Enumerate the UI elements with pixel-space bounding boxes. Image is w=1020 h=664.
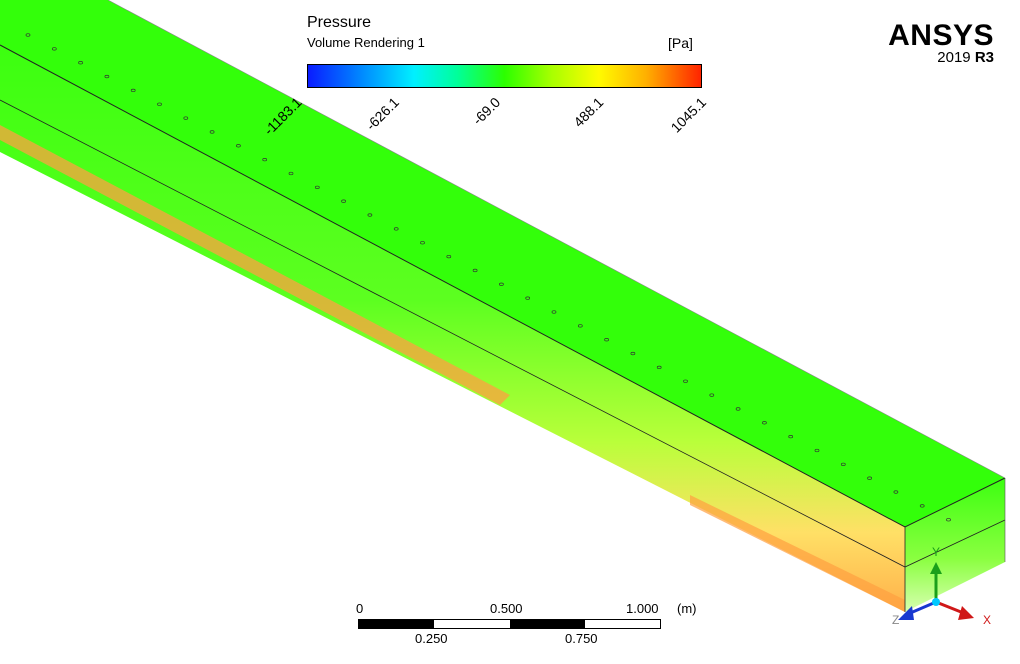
legend-colorbar[interactable] [307, 64, 702, 88]
sample-point [762, 421, 767, 425]
scale-label-bottom: 0.750 [565, 631, 598, 646]
sample-point [130, 88, 136, 93]
scale-unit: (m) [677, 601, 697, 616]
sample-point [288, 171, 294, 176]
sample-point [420, 241, 425, 245]
legend-subtitle: Volume Rendering 1 [307, 35, 425, 50]
sample-point [78, 61, 83, 65]
sample-point [209, 130, 215, 134]
z-axis-arrow-icon [898, 606, 914, 620]
sample-point [262, 157, 268, 162]
duct-edge [107, 0, 1006, 479]
sample-point [341, 199, 346, 203]
triad-origin [932, 598, 940, 606]
sample-point [840, 462, 846, 467]
sample-point [525, 296, 531, 300]
sample-point [946, 518, 951, 522]
sample-point [157, 102, 162, 106]
sample-point [735, 407, 741, 411]
sample-point [314, 185, 320, 190]
scale-segment [584, 620, 660, 628]
x-axis-label: X [983, 613, 991, 627]
sample-point [709, 393, 715, 397]
sample-point [551, 310, 557, 314]
sample-point [814, 448, 820, 453]
sample-point [183, 116, 189, 120]
scale-segment [509, 620, 585, 628]
ansys-logo: ANSYS 2019 R3 [888, 19, 994, 66]
duct-top-face [0, 0, 1005, 527]
sample-point [919, 504, 925, 508]
sample-point [104, 74, 110, 79]
legend-title: Pressure [307, 14, 372, 31]
z-axis-label: Z [892, 613, 899, 627]
scale-segment [434, 620, 510, 628]
sample-point [683, 379, 688, 383]
sample-point [393, 227, 399, 231]
scale-label-top: 1.000 [626, 601, 659, 616]
duct-side-face [0, 45, 905, 612]
scale-segment [359, 620, 435, 628]
scale-label-top: 0 [356, 601, 364, 616]
pressure-band [0, 125, 510, 405]
axis-triad[interactable]: X Y Z [892, 545, 991, 627]
sample-point [604, 338, 609, 342]
brand-year: 2019 [937, 49, 971, 66]
sample-point [577, 324, 583, 328]
y-axis-arrow-icon [930, 562, 942, 574]
sample-point [25, 33, 31, 37]
y-axis-label: Y [932, 545, 940, 559]
sample-point [867, 476, 872, 480]
scale-label-bottom: 0.250 [415, 631, 448, 646]
sample-point [630, 351, 636, 356]
sample-points [25, 33, 951, 522]
sample-point [893, 490, 899, 494]
sample-point [499, 282, 504, 286]
legend-unit: [Pa] [668, 35, 693, 51]
brand-release: R3 [974, 49, 994, 66]
scale-label-top: 0.500 [490, 601, 523, 616]
x-axis-arrow-icon [958, 606, 974, 620]
sample-point [236, 144, 241, 148]
scale-bar [358, 619, 661, 629]
sample-point [51, 47, 57, 51]
brand-name: ANSYS [888, 19, 994, 52]
duct-end-face [905, 478, 1005, 612]
sample-point [788, 435, 794, 439]
pressure-band [690, 495, 905, 612]
sample-point [367, 213, 373, 217]
sample-point [472, 268, 478, 273]
sample-point [446, 254, 452, 259]
sample-point [656, 365, 662, 370]
brand-version: 2019 R3 [888, 50, 994, 65]
